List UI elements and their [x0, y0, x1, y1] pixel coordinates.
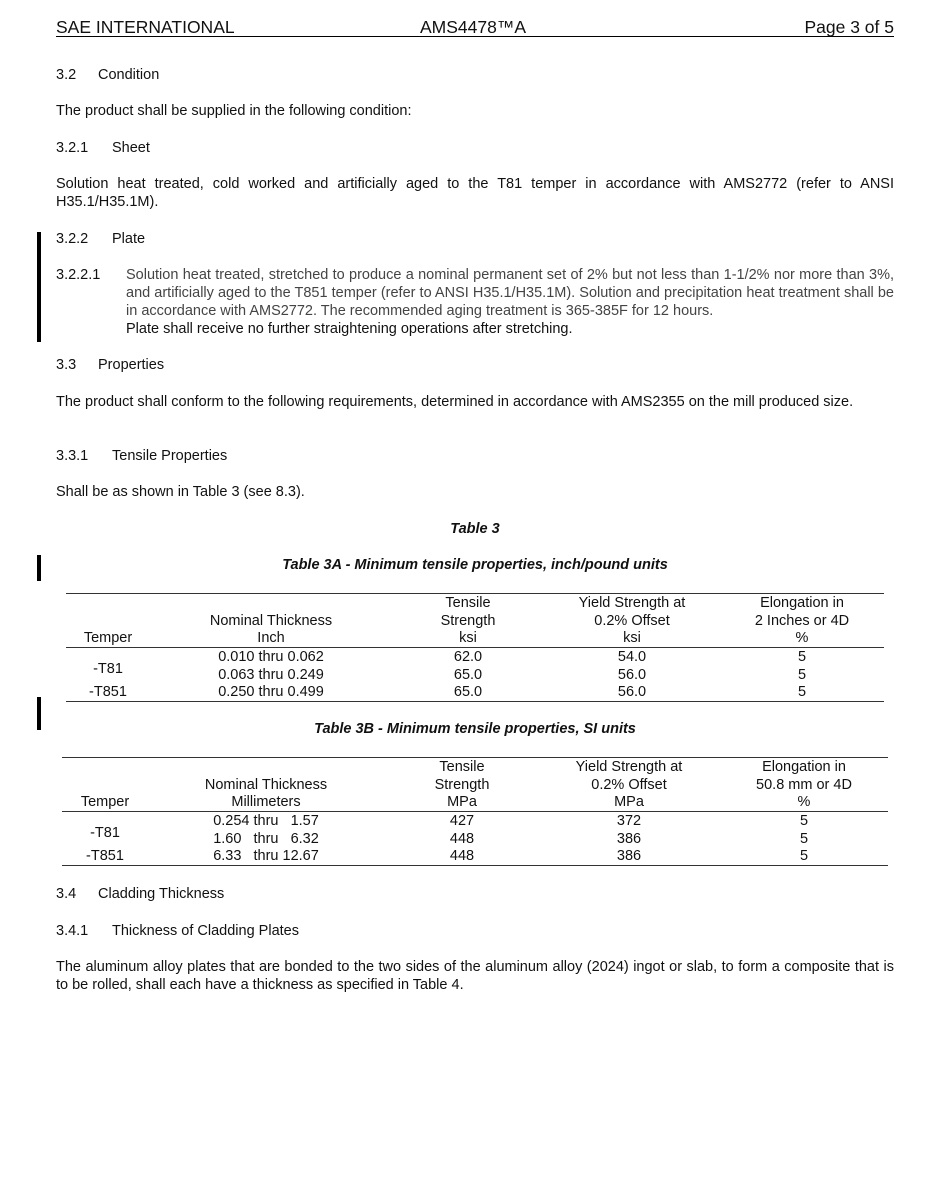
- header-doc-number: AMS4478™A: [420, 17, 527, 37]
- table-rule: [66, 593, 884, 594]
- table-header-cell: %: [797, 794, 811, 810]
- table-cell: 0.010 thru 0.062: [218, 649, 324, 665]
- table-cell: 372: [616, 813, 642, 829]
- heading-3-3-1: 3.3.1 Tensile Properties: [56, 447, 894, 465]
- table-title: Table 3: [450, 521, 500, 537]
- section-number: 3.3: [56, 357, 77, 373]
- table-header-cell: Yield Strength at: [578, 595, 686, 611]
- table-rule: [62, 811, 888, 812]
- section-number: 3.2.2: [56, 231, 89, 247]
- table-header-cell: Tensile: [439, 759, 485, 775]
- table-cell: 5: [799, 830, 809, 847]
- paragraph-3-2-2-1-cont: Plate shall receive no further straighte…: [126, 321, 573, 337]
- section-number: 3.4.1: [56, 923, 89, 939]
- change-bar: [37, 697, 41, 730]
- change-bar: [37, 232, 41, 342]
- section-title: Tensile Properties: [112, 448, 228, 464]
- table-rule: [62, 757, 888, 758]
- table-cell: 6.33 thru 12.67: [213, 848, 319, 865]
- table-header-cell: Strength: [434, 776, 490, 793]
- table-cell: 1.60 thru 6.32: [213, 830, 319, 847]
- temper-cell: -T851: [89, 684, 127, 700]
- table-cell: 448: [449, 848, 475, 865]
- table-rule: [66, 701, 884, 702]
- table-cell: 0.254 thru 1.57: [213, 813, 319, 829]
- section-title: Properties: [98, 357, 165, 373]
- temper-cell: -T81: [90, 825, 120, 841]
- header-rule: [56, 36, 894, 37]
- table-header-cell: Temper: [83, 630, 133, 646]
- table-header-cell: Elongation in: [760, 595, 844, 611]
- paragraph: Shall be as shown in Table 3 (see 8.3).: [56, 484, 305, 500]
- section-title: Sheet: [112, 140, 150, 156]
- heading-3-4-1: 3.4.1 Thickness of Cladding Plates: [56, 922, 894, 940]
- paragraph: Solution heat treated, cold worked and a…: [56, 176, 894, 210]
- section-number: 3.4: [56, 886, 77, 902]
- table-header-cell: 0.2% Offset: [594, 612, 670, 629]
- heading-3-2-1: 3.2.1 Sheet: [56, 139, 894, 157]
- table-header-cell: Inch: [257, 630, 285, 646]
- table-cell: 62.0: [453, 649, 483, 665]
- table-header-cell: Elongation in: [762, 759, 846, 775]
- paragraph: The product shall conform to the followi…: [56, 394, 854, 410]
- heading-3-3: 3.3 Properties: [56, 356, 894, 374]
- table-header-cell: Millimeters: [231, 794, 301, 810]
- table-header-cell: MPa: [447, 794, 477, 810]
- change-bar: [37, 555, 41, 581]
- table-header-cell: 2 Inches or 4D: [754, 612, 850, 629]
- table-cell: 54.0: [617, 649, 647, 665]
- header-org: SAE INTERNATIONAL: [56, 17, 235, 37]
- table-header-cell: 50.8 mm or 4D: [756, 776, 852, 793]
- heading-3-4: 3.4 Cladding Thickness: [56, 885, 894, 903]
- table-rule: [62, 865, 888, 866]
- section-number: 3.3.1: [56, 448, 89, 464]
- table-header-cell: Nominal Thickness: [209, 612, 333, 629]
- table-cell: 56.0: [617, 684, 647, 701]
- table-cell: 5: [799, 813, 809, 829]
- section-title: Cladding Thickness: [98, 886, 225, 902]
- table-header-cell: Temper: [80, 794, 130, 810]
- table-header-cell: %: [795, 630, 809, 646]
- table-cell: 56.0: [617, 666, 647, 683]
- section-title: Condition: [98, 67, 160, 83]
- heading-3-2: 3.2 Condition: [56, 66, 894, 84]
- table-header-cell: Yield Strength at: [575, 759, 683, 775]
- table-cell: 5: [797, 684, 807, 701]
- section-number: 3.2.1: [56, 140, 89, 156]
- table-header-cell: Tensile: [445, 595, 491, 611]
- table-cell: 65.0: [453, 684, 483, 701]
- table-cell: 5: [799, 848, 809, 865]
- temper-cell: -T81: [93, 661, 123, 677]
- table-cell: 427: [449, 813, 475, 829]
- section-number: 3.2: [56, 67, 77, 83]
- table-cell: 5: [797, 649, 807, 665]
- section-title: Plate: [112, 231, 146, 247]
- paragraph: The aluminum alloy plates that are bonde…: [56, 959, 894, 993]
- table-3b-caption: Table 3B - Minimum tensile properties, S…: [314, 721, 636, 737]
- table-header-cell: ksi: [623, 630, 641, 646]
- table-header-cell: 0.2% Offset: [591, 776, 667, 793]
- section-number: 3.2.2.1: [56, 267, 101, 283]
- table-cell: 5: [797, 666, 807, 683]
- paragraph-3-2-2-1: Solution heat treated, stretched to prod…: [126, 267, 894, 319]
- table-header-cell: Strength: [440, 612, 496, 629]
- table-rule: [66, 647, 884, 648]
- table-3a-caption: Table 3A - Minimum tensile properties, i…: [282, 557, 668, 573]
- table-header-cell: ksi: [459, 630, 477, 646]
- table-cell: 65.0: [453, 666, 483, 683]
- temper-cell: -T851: [86, 848, 124, 864]
- heading-3-2-2: 3.2.2 Plate: [56, 230, 894, 248]
- paragraph: The product shall be supplied in the fol…: [56, 103, 412, 119]
- table-cell: 0.250 thru 0.499: [218, 684, 324, 701]
- table-cell: 0.063 thru 0.249: [218, 666, 324, 683]
- table-cell: 386: [616, 830, 642, 847]
- table-header-cell: MPa: [614, 794, 644, 810]
- table-header-cell: Nominal Thickness: [204, 776, 328, 793]
- table-cell: 448: [449, 830, 475, 847]
- table-cell: 386: [616, 848, 642, 865]
- section-title: Thickness of Cladding Plates: [112, 923, 299, 939]
- header-page: Page 3 of 5: [804, 17, 894, 37]
